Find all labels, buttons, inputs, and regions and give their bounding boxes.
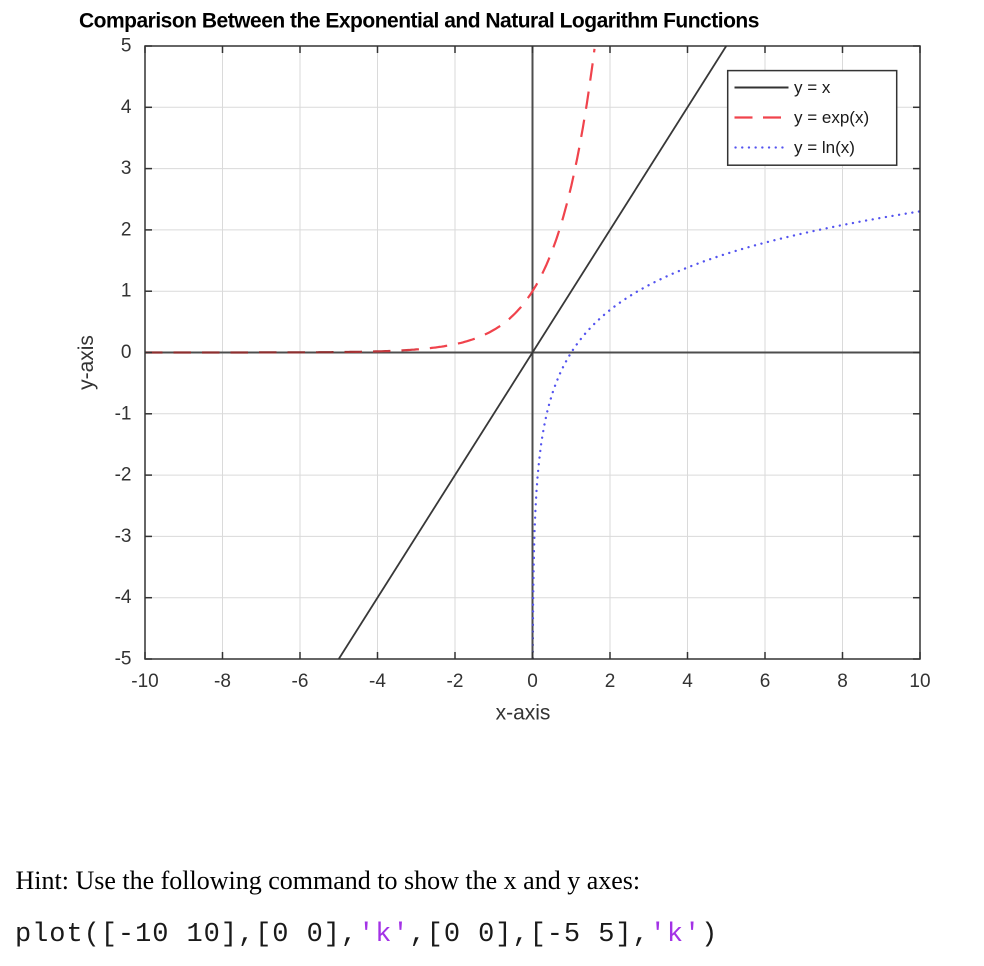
svg-text:Comparison Between the Exponen: Comparison Between the Exponential and N… — [79, 10, 759, 33]
svg-text:4: 4 — [121, 97, 132, 118]
svg-text:y-axis: y-axis — [75, 335, 98, 390]
svg-text:y = exp(x): y = exp(x) — [794, 108, 869, 127]
svg-text:y = ln(x): y = ln(x) — [794, 138, 855, 157]
svg-text:6: 6 — [760, 671, 771, 692]
svg-text:2: 2 — [605, 671, 616, 692]
svg-text:-8: -8 — [214, 671, 231, 692]
svg-text:-10: -10 — [131, 671, 158, 692]
svg-text:-5: -5 — [115, 649, 132, 670]
svg-text:4: 4 — [682, 671, 693, 692]
svg-text:10: 10 — [909, 671, 930, 692]
svg-text:x-axis: x-axis — [496, 702, 551, 725]
svg-text:-4: -4 — [115, 587, 132, 608]
svg-text:8: 8 — [837, 671, 848, 692]
svg-text:-1: -1 — [115, 403, 132, 424]
svg-text:5: 5 — [121, 36, 132, 57]
svg-text:-4: -4 — [369, 671, 386, 692]
svg-text:-3: -3 — [115, 526, 132, 547]
svg-text:0: 0 — [121, 342, 132, 363]
svg-text:-2: -2 — [115, 465, 132, 486]
svg-text:-2: -2 — [447, 671, 464, 692]
svg-text:-6: -6 — [292, 671, 309, 692]
svg-text:Hint: Use the following comman: Hint: Use the following command to show … — [16, 866, 641, 895]
svg-text:0: 0 — [527, 671, 538, 692]
svg-text:y = x: y = x — [794, 78, 831, 97]
svg-text:plot([-10 10],[0 0],'k',[0 0],: plot([-10 10],[0 0],'k',[0 0],[-5 5],'k'… — [15, 920, 718, 950]
svg-text:3: 3 — [121, 158, 132, 179]
svg-text:2: 2 — [121, 219, 132, 240]
svg-text:1: 1 — [121, 281, 132, 302]
